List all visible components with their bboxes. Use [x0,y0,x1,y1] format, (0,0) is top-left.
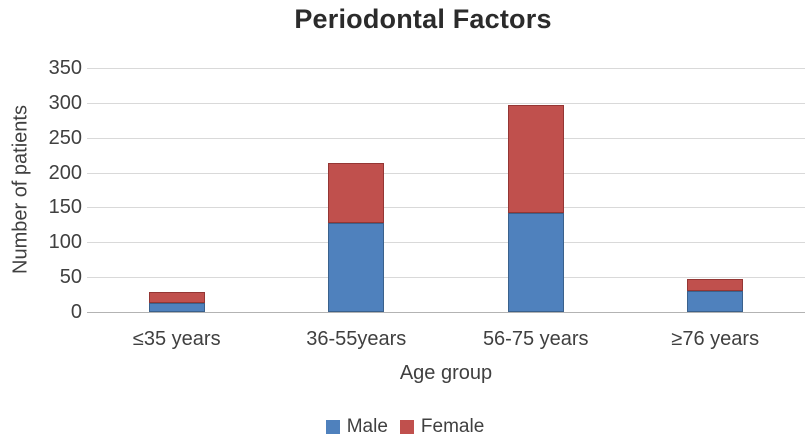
gridline-150 [87,207,805,209]
chart-title: Periodontal Factors [294,4,552,34]
x-tick-label-1: 36-55years [306,328,407,350]
y-tick-label-50: 50 [59,266,82,289]
gridline-200 [87,172,805,174]
bar-segment-female-0 [148,292,205,303]
y-tick-label-250: 250 [48,126,82,149]
y-tick-label-150: 150 [48,196,82,219]
legend-label-male: Male [346,416,388,437]
legend-swatch-female [399,420,414,434]
bar-segment-male-3 [687,291,744,312]
bar-segment-female-3 [687,278,744,292]
bar-segment-male-2 [507,213,564,312]
bar-segment-female-2 [507,104,564,213]
legend-item-female: Female [399,416,485,438]
gridline-50 [87,277,805,279]
y-tick-label-100: 100 [48,231,82,254]
y-tick-label-0: 0 [70,301,82,323]
legend-item-male: Male [325,416,388,438]
legend-label-female: Female [420,416,485,437]
x-axis-title: Age group [399,362,493,384]
y-tick-label-350: 350 [48,57,82,79]
x-tick-label-0: ≤35 years [132,328,221,350]
legend-swatch-male [325,420,340,434]
plot-area [87,68,805,313]
legend: Male Female [0,416,810,438]
bar-segment-male-1 [328,222,385,312]
gridline-100 [87,242,805,244]
y-tick-label-200: 200 [48,161,82,184]
bar-segment-female-1 [328,162,385,223]
gridline-350 [87,68,805,69]
x-tick-label-3: ≥76 years [671,328,760,350]
x-axis-line [87,312,805,313]
gridline-250 [87,137,805,139]
gridline-300 [87,102,805,104]
y-tick-label-300: 300 [48,91,82,114]
x-tick-label-2: 56-75 years [482,328,589,350]
bar-segment-male-0 [148,302,205,312]
